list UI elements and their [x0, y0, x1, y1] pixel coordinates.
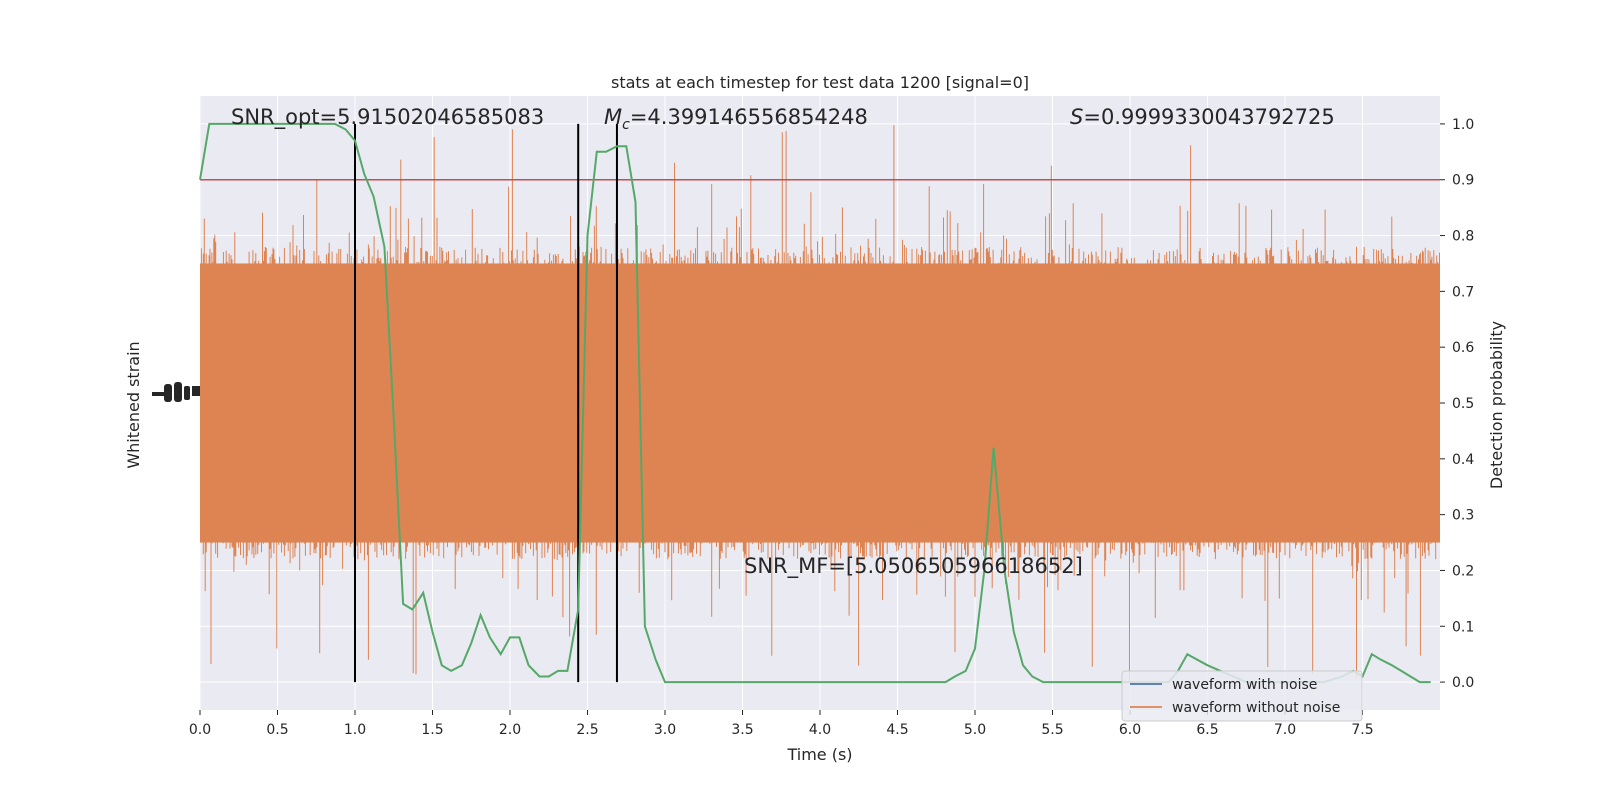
- probability-layer: [199, 122, 1431, 684]
- legend-box: [1121, 670, 1363, 722]
- x-tick-label: 2.5: [576, 722, 598, 738]
- x-tick-label: 5.5: [1041, 722, 1063, 738]
- y-tick-label: 0.5: [1452, 396, 1474, 412]
- x-tick-label: 0.0: [189, 722, 211, 738]
- x-tick-label: 1.0: [344, 722, 366, 738]
- x-tick-label: 3.5: [731, 722, 753, 738]
- x-tick-label: 6.5: [1196, 722, 1218, 738]
- x-tick-label: 4.5: [886, 722, 908, 738]
- y-axis-ticks-right: 0.0 0.1 0.2 0.3 0.4 0.5 0.6 0.7 0.8 0.9 1.0: [1440, 117, 1474, 691]
- x-tick-label: 5.0: [964, 722, 986, 738]
- y-tick-label: 0.7: [1452, 284, 1474, 300]
- noise-waveform: [200, 125, 1440, 681]
- s-statistic-annotation: S=0.9999330043792725: [1070, 105, 1335, 129]
- x-tick-label: 0.5: [266, 722, 288, 738]
- y-tick-label: 0.6: [1452, 340, 1474, 356]
- x-axis-ticks: 0.0 0.5 1.0 1.5 2.0 2.5 3.0 3.5 4.0 4.5 5.0 5.5 6.0 6…: [189, 710, 1374, 738]
- legend: waveform with noise waveform without noi…: [1121, 670, 1363, 722]
- y-tick-label: 0.3: [1452, 508, 1474, 524]
- y-axis-label-left: Whitened strain: [124, 341, 143, 468]
- detection-probability-line: [199, 122, 1431, 684]
- legend-label-with-noise: waveform with noise: [1172, 677, 1317, 693]
- y-tick-label: 0.4: [1452, 452, 1474, 468]
- x-tick-label: 4.0: [809, 722, 831, 738]
- x-tick-label: 7.5: [1351, 722, 1373, 738]
- snr-mf-annotation: SNR_MF=[5.050650596618652]: [744, 554, 1083, 579]
- y-tick-label: 0.2: [1452, 563, 1474, 579]
- y-tick-label: 0.1: [1452, 619, 1474, 635]
- left-y-tick-marks: [152, 382, 200, 402]
- y-tick-label: 1.0: [1452, 117, 1474, 133]
- x-tick-label: 6.0: [1119, 722, 1141, 738]
- y-tick-label: 0.9: [1452, 173, 1474, 189]
- x-tick-label: 3.0: [654, 722, 676, 738]
- x-tick-label: 2.0: [499, 722, 521, 738]
- x-tick-label: 1.5: [421, 722, 443, 738]
- snr-opt-annotation: SNR_opt=5.91502046585083: [231, 105, 544, 130]
- y-tick-label: 0.0: [1452, 675, 1474, 691]
- y-tick-label: 0.8: [1452, 229, 1474, 245]
- legend-label-without-noise: waveform without noise: [1172, 700, 1340, 716]
- chirp-mass-annotation: Mc=4.399146556854248: [604, 105, 868, 133]
- y-axis-label-right: Detection probability: [1487, 321, 1506, 489]
- x-axis-label: Time (s): [786, 745, 852, 764]
- chart-title: stats at each timestep for test data 120…: [611, 73, 1029, 92]
- noise-waveform-layer: [200, 125, 1440, 681]
- x-tick-label: 7.0: [1274, 722, 1296, 738]
